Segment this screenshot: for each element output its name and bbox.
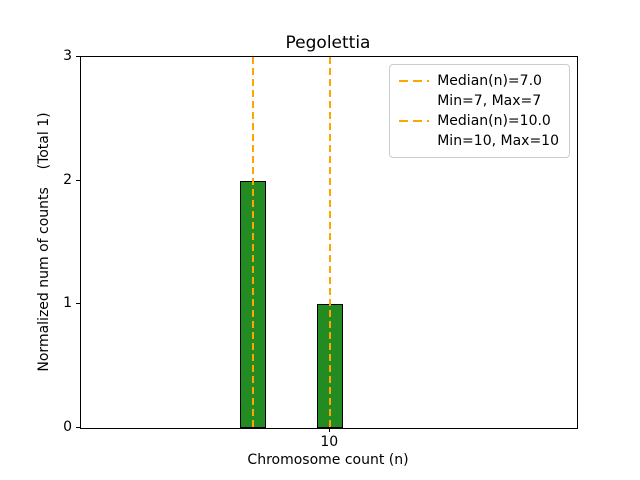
- y-tick-label: 3: [63, 48, 72, 64]
- y-tick-label: 1: [63, 295, 72, 312]
- y-tick-mark: [76, 56, 80, 57]
- dashed-line-icon: [399, 80, 430, 82]
- legend: Median(n)=7.0 Min=7, Max=7 Median(n)=10.0 M…: [389, 64, 570, 158]
- x-tick-mark: [329, 428, 331, 432]
- legend-label: Median(n)=7.0 Min=7, Max=7: [437, 71, 542, 111]
- median-vline: [252, 57, 255, 428]
- legend-label-line: Min=10, Max=10: [437, 133, 559, 149]
- y-tick-label: 2: [63, 171, 72, 188]
- y-tick-label: 0: [63, 419, 72, 435]
- legend-entry: Median(n)=10.0 Min=10, Max=10: [399, 111, 559, 151]
- legend-entry: Median(n)=7.0 Min=7, Max=7: [399, 71, 559, 111]
- y-tick-mark: [76, 179, 80, 181]
- dashed-line-icon: [399, 120, 430, 122]
- x-tick-label: 10: [320, 434, 339, 450]
- y-tick-mark: [76, 427, 80, 428]
- x-axis-label: Chromosome count (n): [247, 452, 409, 468]
- y-axis-label: Normalized num of counts (Total 1): [36, 112, 52, 372]
- plot-area: Median(n)=7.0 Min=7, Max=7 Median(n)=10.0 M…: [80, 56, 578, 429]
- legend-label-line: Median(n)=10.0: [437, 113, 551, 129]
- legend-label-line: Median(n)=7.0: [437, 73, 542, 89]
- median-vline: [329, 57, 332, 428]
- legend-label-line: Min=7, Max=7: [437, 93, 542, 109]
- y-tick-mark: [76, 303, 80, 305]
- legend-label: Median(n)=10.0 Min=10, Max=10: [437, 111, 559, 151]
- chart-title: Pegolettia: [285, 33, 371, 53]
